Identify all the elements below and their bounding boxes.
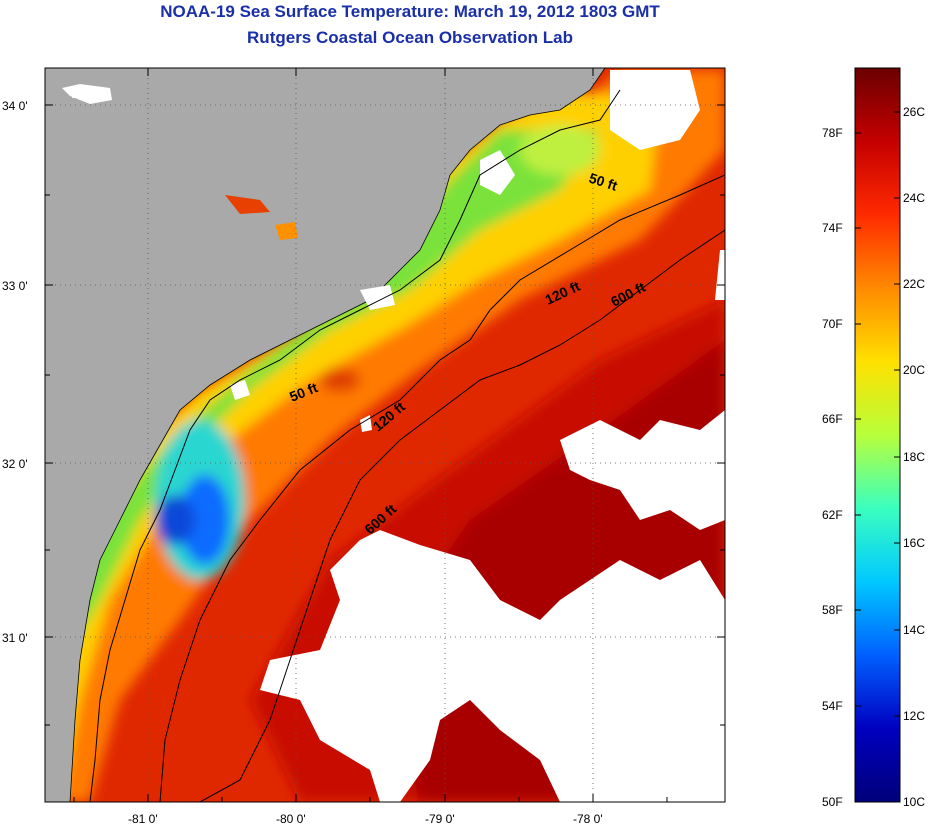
gridlines bbox=[45, 68, 725, 802]
land-mass bbox=[45, 68, 606, 802]
colorbar-f-label: 70F bbox=[822, 317, 843, 331]
colorbar-c-label: 12C bbox=[903, 709, 925, 723]
colorbar-c-label: 20C bbox=[903, 363, 925, 377]
colorbar-f-label: 66F bbox=[822, 412, 843, 426]
inland-lake bbox=[225, 195, 270, 214]
contour-600ft bbox=[199, 229, 725, 802]
contour-50ft bbox=[89, 89, 621, 802]
colorbar-c-label: 10C bbox=[903, 795, 925, 809]
map-area bbox=[45, 68, 725, 802]
colorbar-c-label: 16C bbox=[903, 536, 925, 550]
lon-tick-label: -80 0' bbox=[276, 812, 306, 826]
cloud-mask bbox=[62, 70, 725, 802]
lat-tick-label: 32 0' bbox=[2, 457, 28, 471]
colorbar-f-label: 78F bbox=[822, 126, 843, 140]
colorbar-c-label: 26C bbox=[903, 105, 925, 119]
colorbar bbox=[854, 67, 901, 803]
frame-ticks bbox=[45, 68, 725, 802]
lat-tick-label: 31 0' bbox=[2, 631, 28, 645]
colorbar-f-label: 74F bbox=[822, 221, 843, 235]
inland-lake bbox=[275, 222, 298, 240]
lon-tick-label: -79 0' bbox=[425, 812, 455, 826]
colorbar-gradient bbox=[854, 67, 901, 803]
colorbar-f-label: 54F bbox=[822, 699, 843, 713]
inland-water bbox=[72, 92, 108, 98]
map-title: NOAA-19 Sea Surface Temperature: March 1… bbox=[160, 2, 660, 21]
map-frame bbox=[44, 67, 726, 803]
colorbar-c-label: 22C bbox=[903, 277, 925, 291]
lat-tick-label: 33 0' bbox=[2, 279, 28, 293]
colorbar-f-label: 62F bbox=[822, 508, 843, 522]
contour-120ft bbox=[159, 174, 725, 802]
colorbar-f-label: 58F bbox=[822, 603, 843, 617]
colorbar-f-label: 50F bbox=[822, 795, 843, 809]
lon-tick-label: -81 0' bbox=[128, 812, 158, 826]
colorbar-c-label: 14C bbox=[903, 623, 925, 637]
map-subtitle: Rutgers Coastal Ocean Observation Lab bbox=[247, 28, 573, 47]
colorbar-c-label: 18C bbox=[903, 450, 925, 464]
colorbar-c-label: 24C bbox=[903, 191, 925, 205]
depth-contours bbox=[89, 89, 725, 802]
lat-tick-label: 34 0' bbox=[2, 99, 28, 113]
lon-tick-label: -78 0' bbox=[573, 812, 603, 826]
